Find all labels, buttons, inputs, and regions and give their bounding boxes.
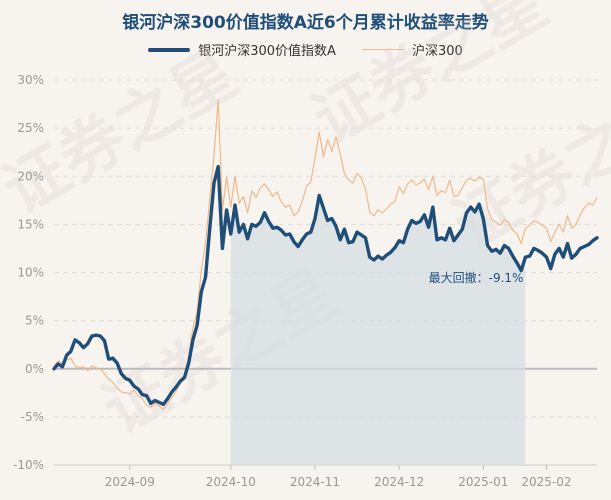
y-tick-label: -10%: [13, 458, 44, 472]
y-tick-label: 30%: [17, 73, 44, 87]
y-tick-label: 20%: [17, 169, 44, 183]
drawdown-area: [230, 195, 526, 465]
series-layer: [52, 98, 599, 410]
y-tick-label: 0%: [25, 362, 44, 376]
x-tick-label: 2024-10: [206, 475, 256, 489]
y-tick-label: 25%: [17, 121, 44, 135]
legend: 银河沪深300价值指数A 沪深300: [0, 40, 611, 59]
y-axis: -10% -5% 0% 5% 10% 15% 20% 25% 30%: [13, 73, 44, 472]
max-drawdown-label: 最大回撤：-9.1%: [429, 270, 524, 285]
drawdown-shade: [230, 195, 526, 465]
legend-label-index: 沪深300: [411, 44, 463, 59]
y-tick-label: 15%: [17, 217, 44, 231]
legend-item-fund[interactable]: 银河沪深300价值指数A: [148, 40, 336, 59]
watermark-text: 证券之星: [301, 0, 560, 159]
index-line: [53, 98, 598, 410]
x-tick-label: 2024-11: [290, 475, 340, 489]
chart-title: 银河沪深300价值指数A近6个月累计收益率走势: [122, 13, 489, 33]
y-tick-label: 5%: [25, 314, 44, 328]
y-tick-label: 10%: [17, 266, 44, 280]
legend-item-index[interactable]: 沪深300: [361, 40, 463, 59]
legend-swatch-fund: [148, 47, 191, 52]
y-tick-label: -5%: [21, 410, 44, 424]
legend-swatch-index: [361, 48, 404, 51]
x-tick-label: 2025-01: [458, 475, 508, 489]
x-tick-label: 2024-12: [374, 475, 424, 489]
x-tick-label: 2025-02: [521, 475, 571, 489]
legend-label-fund: 银河沪深300价值指数A: [198, 44, 336, 59]
fund-line: [52, 164, 599, 407]
x-axis: 2024-09 2024-10 2024-11 2024-12 2025-01 2025-…: [105, 475, 572, 489]
x-tick-label: 2024-09: [105, 475, 155, 489]
